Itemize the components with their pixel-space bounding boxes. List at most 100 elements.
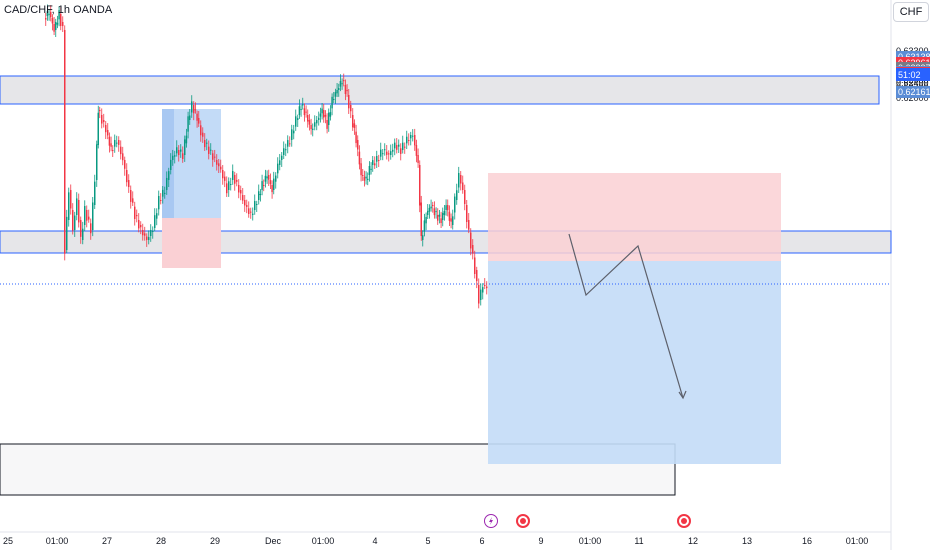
candle-body [333,98,335,100]
candle-body [392,149,394,152]
candle-body [144,233,146,236]
candle-body [312,128,314,130]
candle-body [259,193,262,195]
candle-body [46,11,49,16]
candle-body [277,163,279,174]
candle-body [232,171,234,180]
time-axis-label: 5 [425,536,431,546]
candle-body [339,81,342,87]
candle-body [293,130,295,134]
candle-body [386,151,388,155]
candle-body [422,235,424,240]
candle-body [358,151,361,165]
candle-body [78,200,80,223]
candle-body [124,160,126,169]
candle-body [142,230,144,236]
candle-body [443,210,446,215]
candle-body [62,22,64,27]
candle-body [363,176,366,181]
candle-body [289,143,291,145]
time-axis-label: 13 [741,536,753,546]
candle-body [450,218,452,222]
candle-body [408,140,410,141]
symbol-header[interactable]: CAD/CHF, 1h OANDA [4,4,113,16]
stop-loss-box[interactable] [488,173,781,261]
past-target-shade [162,109,174,218]
dividend-event-icon[interactable] [484,514,498,528]
candle-body [180,149,182,152]
candle-body [80,220,82,237]
candle-body [355,131,357,144]
candle-body [308,120,311,125]
candle-body [178,150,180,156]
candle-body [150,229,152,236]
projection-path[interactable] [568,233,684,399]
candle-body [246,205,248,207]
time-axis-label: 01:00 [845,536,869,546]
candle-body [152,230,154,232]
candle-body [316,120,318,124]
candle-body [96,144,98,180]
candle-body [160,200,162,201]
candle-body [328,112,330,125]
candle-body [264,175,267,182]
candle-body [120,146,122,155]
candle-body [458,173,460,188]
candle-body [470,232,472,249]
candle-body [226,183,228,194]
candle-body [216,160,218,165]
candle-body [460,175,462,184]
candle-body [346,90,348,92]
currency-button[interactable]: CHF [893,2,929,22]
candle-body [200,125,202,136]
candle-body [367,178,369,180]
candle-body [454,196,456,213]
candle-body [204,140,206,148]
candle-body [472,245,474,254]
candle-body [486,286,488,289]
resistance-zone[interactable] [0,75,880,105]
candle-body [94,181,96,205]
candle-body [172,155,174,160]
take-profit-box[interactable] [488,261,781,464]
candle-body [228,181,230,190]
candle-body [250,211,252,213]
candle-body [136,215,138,217]
candle-body [194,109,197,111]
candle-body [266,176,268,179]
candle-body [406,136,408,144]
candle-body [480,289,482,300]
candle-body [72,210,74,231]
candle-body [474,257,476,274]
time-axis-label: 9 [538,536,544,546]
candle-body [166,177,168,190]
candle-body [357,140,359,150]
candle-body [338,87,340,90]
candle-body [297,118,299,120]
candle-body [58,10,60,20]
candle-body [107,130,109,136]
candle-body [158,196,160,210]
candle-body [468,220,470,230]
past-stop-box[interactable] [162,218,221,268]
economic-event-icon[interactable] [516,514,530,528]
candle-body [310,125,312,130]
candle-body [82,228,84,240]
candle-body [279,160,281,165]
candle-body [350,105,352,112]
candle-body [112,150,114,151]
candle-body [448,211,451,221]
candle-body [187,116,189,132]
candle-body [343,80,345,82]
time-axis-label: 01:00 [311,536,335,546]
time-axis-label: Dec [264,536,282,546]
candle-body [154,215,156,228]
economic-event-icon[interactable] [677,514,691,528]
candle-body [70,190,72,209]
candle-body [331,96,333,109]
candle-body [122,153,124,161]
candle-body [291,129,293,140]
candle-body [326,120,328,129]
candle-body [378,160,380,161]
